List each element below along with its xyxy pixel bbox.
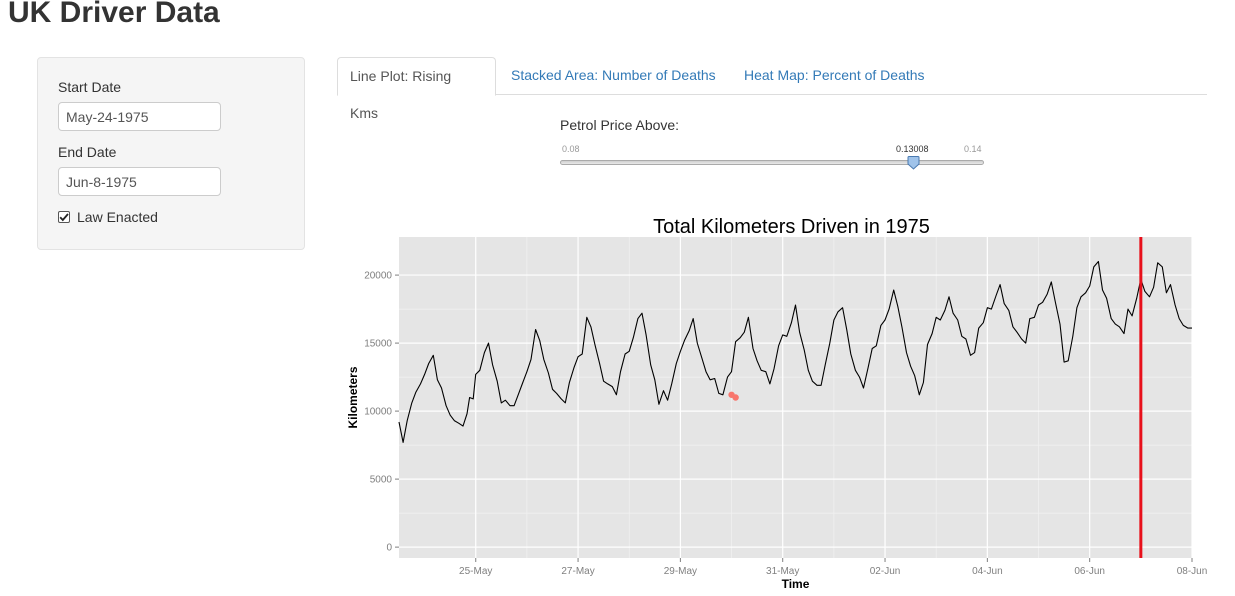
x-tick-label: 06-Jun [1074,566,1105,577]
y-tick-label: 5000 [370,475,393,486]
law-enacted-checkbox[interactable] [58,211,70,223]
tab-bar: Line Plot: Rising Kms Stacked Area: Numb… [337,57,1207,121]
tab-heat-map[interactable]: Heat Map: Percent of Deaths [744,67,925,83]
y-tick-label: 20000 [364,271,392,282]
plot-panel [399,237,1192,558]
y-tick-label: 10000 [364,407,392,418]
y-tick-label: 15000 [364,339,392,350]
x-tick-label: 02-Jun [870,566,901,577]
kilometers-series-line [398,260,1192,443]
slider-min-label: 0.08 [562,144,580,154]
x-tick-label: 04-Jun [972,566,1003,577]
chart-title: Total Kilometers Driven in 1975 [653,216,930,238]
y-tick-label: 0 [386,543,392,554]
checkmark-icon [59,213,69,222]
x-tick-label: 25-May [459,566,492,577]
tab-stacked-area[interactable]: Stacked Area: Number of Deaths [511,67,716,83]
slider-max-label: 0.14 [964,144,982,154]
end-date-label: End Date [58,144,117,160]
kilometers-line-chart: 0 5000 10000 15000 20000 25-May 27-May 29-May 31… [346,216,1207,591]
petrol-price-slider-handle[interactable] [907,156,920,170]
petrol-price-slider-track[interactable] [560,160,984,165]
highlight-point [732,394,739,401]
x-tick-label: 31-May [766,566,799,577]
start-date-label: Start Date [58,79,122,95]
slider-value-label: 0.13008 [896,144,929,154]
law-enacted-label: Law Enacted [77,209,158,225]
x-tick-label: 08-Jun [1177,566,1207,577]
tab-line-plot[interactable]: Line Plot: Rising Kms [337,57,496,121]
start-date-input[interactable] [58,102,221,131]
x-tick-label: 29-May [664,566,697,577]
sidebar-panel: Start Date End Date Law Enacted [37,57,305,250]
end-date-input[interactable] [58,167,221,196]
x-tick-label: 27-May [561,566,594,577]
petrol-price-label: Petrol Price Above: [560,117,680,133]
x-axis-label: Time [782,577,810,591]
y-axis-label: Kilometers [346,366,360,428]
app-title: UK Driver Data [8,0,220,29]
law-enacted-row: Law Enacted [58,209,158,225]
